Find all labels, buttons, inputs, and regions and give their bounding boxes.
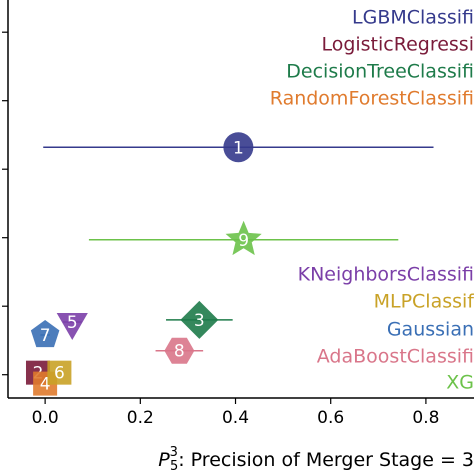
x-axis-label: P3 5: Precision of Merger Stage = 3: [158, 445, 474, 474]
x-tick-label: 0.8: [412, 408, 439, 428]
point-label: 8: [174, 342, 185, 362]
legend-entry: MLPClassif: [374, 291, 474, 313]
point-label: 7: [40, 326, 51, 346]
marker: [180, 300, 219, 339]
marker: [223, 132, 254, 163]
legend-entry: LogisticRegressi: [321, 34, 474, 56]
marker: [225, 220, 262, 256]
marker: [47, 360, 72, 385]
legend-entry: RandomForestClassifi: [270, 88, 474, 110]
legend-entry: XG: [446, 372, 474, 394]
x-label-sub: 5: [170, 459, 178, 474]
point-label: 9: [238, 231, 249, 251]
x-label-symbol: P: [158, 449, 170, 471]
legend-entry: DecisionTreeClassifi: [286, 61, 474, 83]
x-tick-label: 0.4: [222, 408, 249, 428]
x-tick-label: 0.6: [317, 408, 344, 428]
legend-entry: KNeighborsClassifi: [298, 264, 474, 286]
x-label-text: : Precision of Merger Stage = 3: [178, 449, 474, 471]
point-label: 4: [40, 375, 51, 395]
marker: [164, 337, 195, 364]
point-label: 6: [54, 364, 65, 384]
legend-entry: Gaussian: [387, 319, 474, 341]
point-label: 5: [67, 313, 78, 333]
x-label-sup: 3: [170, 445, 178, 460]
legend-entry: AdaBoostClassifi: [317, 346, 474, 368]
marker: [30, 319, 60, 348]
point-label: 1: [233, 138, 244, 158]
point-label: 3: [194, 311, 205, 331]
legend-entry: LGBMClassifi: [352, 7, 474, 29]
x-tick-label: 0.2: [127, 408, 154, 428]
marker: [56, 312, 88, 340]
x-tick-label: 0.0: [32, 408, 59, 428]
